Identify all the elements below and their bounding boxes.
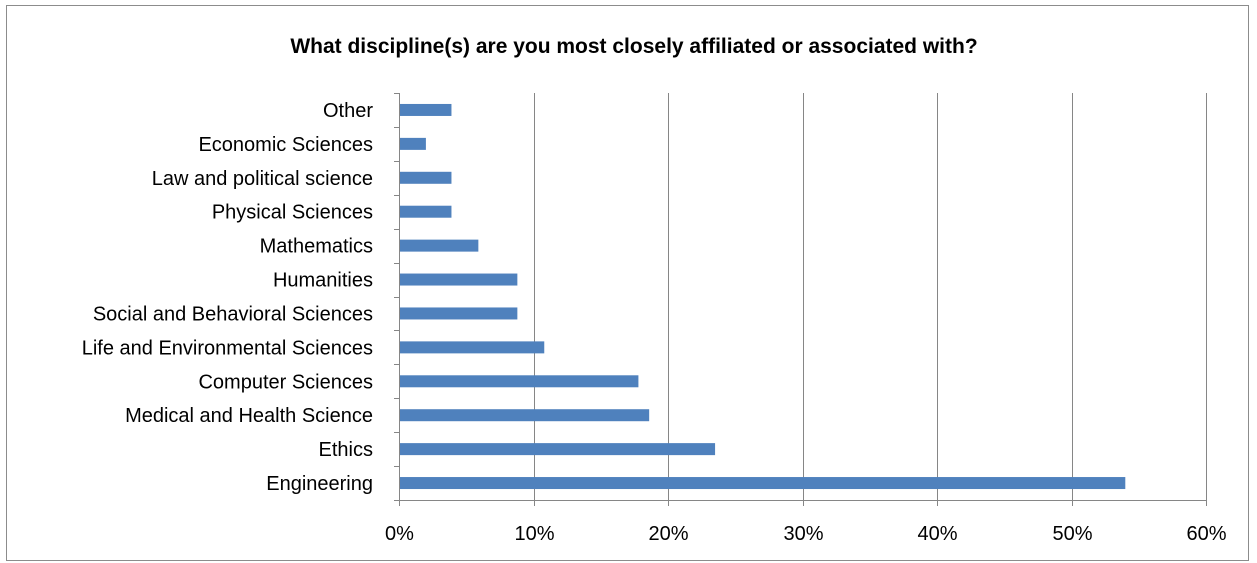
category-label: Humanities <box>273 270 373 292</box>
bar <box>399 443 716 456</box>
bar <box>399 103 452 116</box>
bar <box>399 375 639 388</box>
x-tick-label: 50% <box>1052 523 1092 545</box>
category-label: Other <box>323 100 373 122</box>
x-tick-labels: 0% 10% 20% 30% 40% 50% 60% <box>385 523 1227 545</box>
x-tick-label: 40% <box>917 523 957 545</box>
chart-title: What discipline(s) are you most closely … <box>290 35 977 58</box>
category-label: Mathematics <box>260 236 373 258</box>
x-tick-label: 30% <box>783 523 823 545</box>
bar <box>399 239 479 252</box>
category-label: Social and Behavioral Sciences <box>93 303 373 325</box>
bar <box>399 409 650 422</box>
category-label: Medical and Health Science <box>125 405 373 427</box>
x-tick-label: 20% <box>648 523 688 545</box>
category-label: Computer Sciences <box>198 371 373 393</box>
category-label: Engineering <box>266 473 373 495</box>
category-label: Ethics <box>319 439 373 461</box>
bars <box>399 103 1126 490</box>
bar <box>399 477 1126 490</box>
bar <box>399 341 545 354</box>
gridlines <box>534 93 1207 500</box>
category-label: Physical Sciences <box>212 202 373 224</box>
category-labels: Engineering Ethics Medical and Health Scie… <box>82 100 374 495</box>
chart-frame <box>6 5 1249 561</box>
category-label: Law and political science <box>152 168 373 190</box>
axes <box>394 93 1207 506</box>
bar <box>399 307 518 320</box>
x-tick-label: 10% <box>514 523 554 545</box>
x-tick-label: 0% <box>385 523 414 545</box>
bar <box>399 205 452 218</box>
bar <box>399 137 426 150</box>
category-label: Economic Sciences <box>198 134 373 156</box>
bar <box>399 273 518 286</box>
x-tick-label: 60% <box>1186 523 1226 545</box>
category-label: Life and Environmental Sciences <box>82 337 373 359</box>
bar <box>399 171 452 184</box>
